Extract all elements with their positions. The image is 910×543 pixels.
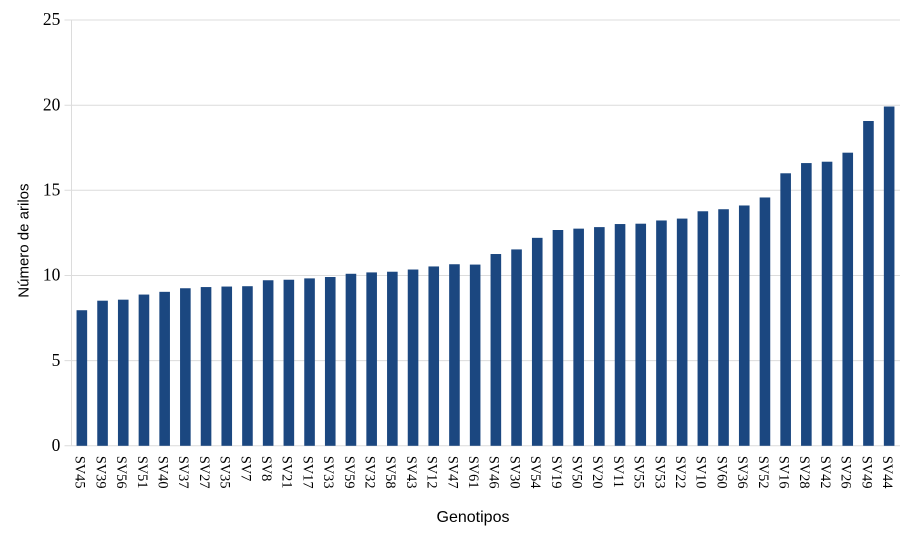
svg-text:SV10: SV10 (693, 456, 709, 489)
svg-text:25: 25 (43, 9, 61, 29)
svg-text:SV56: SV56 (113, 456, 129, 489)
svg-text:SV51: SV51 (134, 456, 150, 489)
svg-text:SV7: SV7 (237, 456, 253, 481)
svg-text:SV58: SV58 (382, 456, 398, 489)
svg-text:SV32: SV32 (361, 456, 377, 489)
svg-text:SV54: SV54 (527, 456, 543, 489)
svg-text:SV20: SV20 (589, 456, 605, 489)
svg-text:SV28: SV28 (796, 456, 812, 489)
svg-text:SV61: SV61 (465, 456, 481, 489)
svg-text:SV52: SV52 (755, 456, 771, 489)
svg-text:SV46: SV46 (486, 456, 502, 489)
svg-text:SV60: SV60 (713, 456, 729, 489)
svg-text:SV30: SV30 (506, 456, 522, 489)
svg-text:SV16: SV16 (775, 456, 791, 489)
svg-text:SV36: SV36 (734, 456, 750, 489)
svg-text:SV33: SV33 (320, 456, 336, 489)
svg-text:SV39: SV39 (92, 456, 108, 489)
svg-text:SV49: SV49 (858, 456, 874, 489)
svg-text:SV47: SV47 (444, 456, 460, 489)
svg-text:SV53: SV53 (651, 456, 667, 489)
svg-text:15: 15 (43, 180, 61, 200)
svg-text:SV21: SV21 (279, 456, 295, 489)
svg-text:SV11: SV11 (610, 456, 626, 488)
svg-text:SV27: SV27 (196, 456, 212, 489)
svg-text:Genotipos: Genotipos (437, 509, 510, 526)
svg-text:SV37: SV37 (175, 456, 191, 489)
svg-text:SV19: SV19 (548, 456, 564, 489)
svg-text:SV22: SV22 (672, 456, 688, 489)
svg-text:SV17: SV17 (299, 456, 315, 489)
svg-text:Número de arilos: Número de arilos (16, 183, 33, 297)
svg-text:10: 10 (43, 265, 61, 285)
svg-text:SV45: SV45 (72, 456, 88, 489)
svg-text:SV12: SV12 (424, 456, 440, 489)
svg-text:0: 0 (52, 435, 61, 455)
svg-text:5: 5 (52, 350, 61, 370)
svg-text:SV50: SV50 (568, 456, 584, 489)
svg-text:20: 20 (43, 94, 61, 114)
svg-text:SV8: SV8 (258, 456, 274, 481)
svg-text:SV40: SV40 (154, 456, 170, 489)
svg-text:SV55: SV55 (631, 456, 647, 489)
svg-text:SV59: SV59 (341, 456, 357, 489)
svg-text:SV35: SV35 (217, 456, 233, 489)
svg-text:SV26: SV26 (838, 456, 854, 489)
svg-text:SV43: SV43 (403, 456, 419, 489)
svg-text:SV44: SV44 (879, 456, 895, 489)
svg-text:SV42: SV42 (817, 456, 833, 489)
